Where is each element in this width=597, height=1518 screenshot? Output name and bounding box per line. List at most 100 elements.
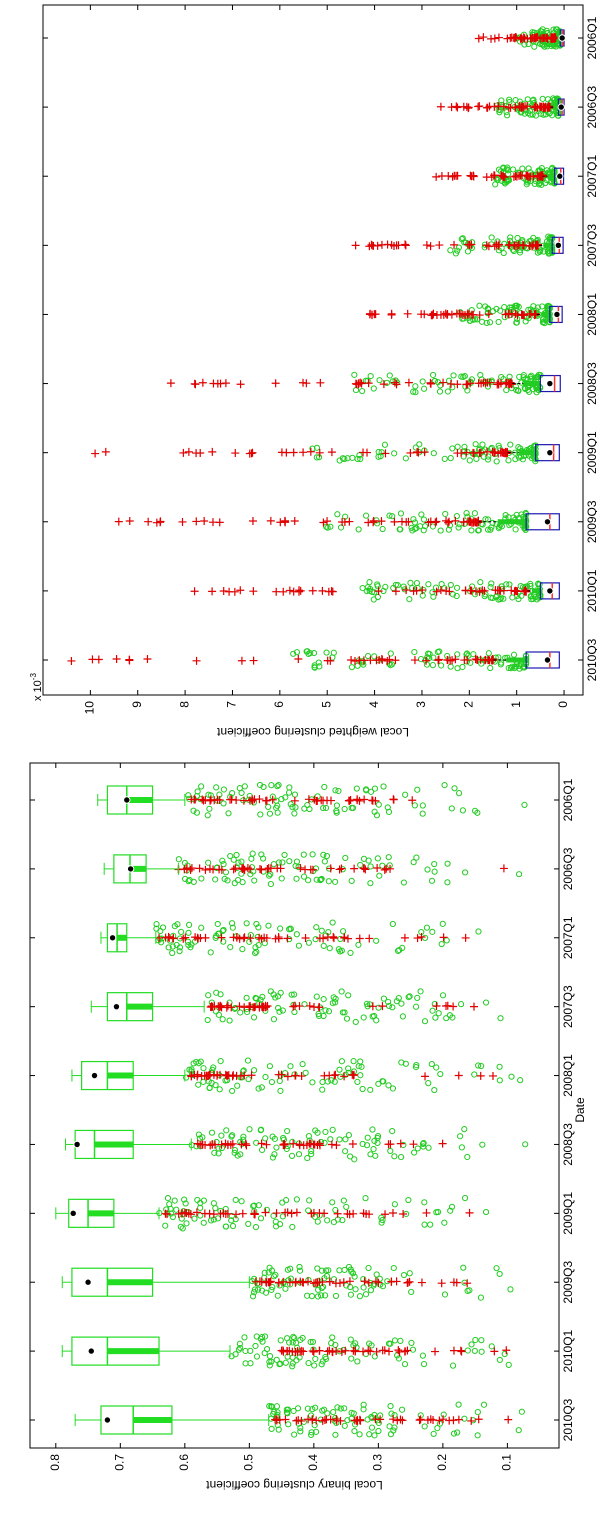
- observation-point: [359, 1085, 366, 1093]
- observation-point: [371, 785, 379, 792]
- observation-point: [370, 1282, 377, 1289]
- observation-point: [354, 1078, 361, 1086]
- observation-point: [177, 1223, 184, 1230]
- outlier-marker: [467, 310, 476, 319]
- outlier-marker: [474, 1415, 483, 1424]
- observation-point: [341, 1266, 348, 1274]
- outlier-marker: [143, 655, 152, 664]
- outlier-marker: [400, 933, 409, 942]
- observation-point: [380, 783, 387, 790]
- outlier-marker: [345, 1277, 354, 1286]
- outlier-marker: [518, 310, 527, 319]
- observation-point: [297, 1336, 304, 1343]
- observation-point: [525, 40, 532, 48]
- box-2008Q1: [365, 302, 563, 327]
- outlier-marker: [452, 102, 461, 111]
- outlier-marker: [308, 1346, 317, 1355]
- outlier-marker: [371, 1277, 380, 1286]
- outlier-marker: [348, 1070, 357, 1079]
- outlier-marker: [521, 102, 530, 111]
- observation-point: [464, 448, 471, 455]
- observation-point: [522, 1141, 529, 1148]
- outlier-marker: [280, 1140, 289, 1149]
- observation-point: [157, 927, 164, 935]
- observation-point: [539, 95, 546, 102]
- outlier-marker: [223, 1001, 232, 1010]
- observation-point: [417, 988, 424, 995]
- observation-point: [367, 788, 375, 795]
- observation-point: [291, 810, 298, 817]
- observation-point: [411, 649, 418, 656]
- outlier-marker: [436, 586, 445, 595]
- observation-point: [286, 784, 293, 791]
- observation-point: [296, 1267, 304, 1274]
- observation-point: [367, 863, 374, 870]
- observation-point: [377, 1281, 384, 1288]
- observation-point: [270, 991, 277, 998]
- observation-point: [374, 593, 381, 601]
- observation-point: [495, 318, 502, 326]
- outlier-marker: [369, 516, 378, 525]
- observation-point: [329, 919, 336, 926]
- outlier-marker: [184, 447, 193, 456]
- observation-point: [453, 592, 460, 600]
- observation-point: [329, 1199, 336, 1206]
- outlier-marker: [205, 864, 214, 873]
- observation-point: [318, 1292, 325, 1299]
- observation-point: [455, 790, 463, 797]
- observation-point: [320, 1406, 328, 1413]
- observation-point: [318, 1267, 326, 1274]
- observation-point: [228, 920, 236, 927]
- observation-point: [272, 1218, 279, 1225]
- outlier-marker: [346, 796, 355, 805]
- observation-point: [262, 1073, 269, 1081]
- observation-point: [286, 936, 293, 943]
- observation-point: [389, 1128, 396, 1135]
- outlier-marker: [274, 1070, 283, 1079]
- outlier-marker: [232, 933, 241, 942]
- observation-point: [321, 1139, 328, 1146]
- observation-point: [437, 1070, 444, 1078]
- observation-point: [441, 1219, 448, 1226]
- outlier-marker: [490, 102, 499, 111]
- outlier-marker: [340, 1072, 349, 1081]
- observation-point: [245, 1220, 252, 1227]
- observation-point: [268, 1286, 275, 1293]
- observation-point: [308, 1147, 315, 1155]
- outlier-marker: [505, 380, 514, 389]
- observation-point: [320, 804, 327, 812]
- outlier-marker: [456, 1346, 465, 1355]
- observation-point: [483, 319, 490, 327]
- observation-point: [489, 519, 496, 527]
- category-tick-label: 2010Q3: [561, 1398, 575, 1441]
- observation-point: [429, 589, 436, 596]
- observation-point: [253, 1353, 261, 1360]
- category-tick-label: 2007Q1: [561, 916, 575, 959]
- observation-point: [375, 801, 382, 808]
- outlier-marker: [398, 1416, 407, 1425]
- observation-point: [254, 933, 261, 941]
- observation-point: [479, 1141, 486, 1148]
- observation-point: [325, 878, 332, 885]
- observation-point: [226, 1017, 233, 1024]
- category-tick-label: 2010Q3: [585, 638, 597, 681]
- observation-point: [473, 316, 481, 323]
- observation-point: [421, 934, 429, 942]
- observation-point: [365, 857, 372, 864]
- outlier-marker: [318, 1278, 327, 1287]
- observation-point: [460, 1264, 467, 1271]
- outlier-marker: [266, 1277, 275, 1286]
- observation-point: [266, 872, 273, 879]
- observation-point: [300, 851, 307, 858]
- outlier-marker: [320, 1415, 329, 1424]
- outlier-marker: [327, 587, 336, 596]
- observation-point: [222, 1223, 230, 1230]
- observation-point: [382, 583, 389, 590]
- observation-point: [225, 810, 232, 817]
- outlier-marker: [549, 34, 558, 43]
- observation-point: [454, 665, 461, 672]
- outlier-marker: [413, 448, 422, 457]
- observation-point: [406, 596, 413, 603]
- outlier-marker: [463, 517, 472, 526]
- observation-point: [488, 444, 495, 451]
